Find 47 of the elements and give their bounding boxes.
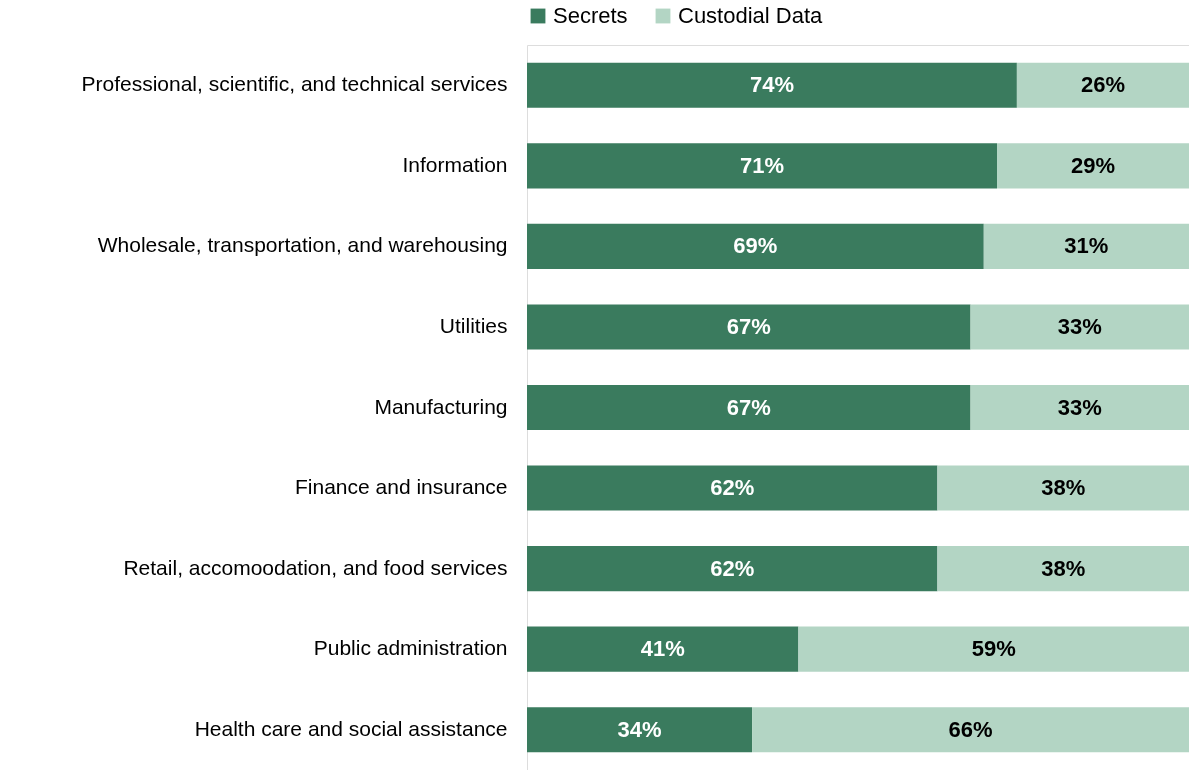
y-tick-label: Utilities — [439, 313, 508, 337]
y-tick-label: Retail, accomoodation, and food services — [123, 555, 508, 579]
data-label: 59% — [971, 636, 1016, 662]
bar — [752, 707, 1189, 753]
y-tick-label: Manufacturing — [374, 394, 508, 418]
data-label: 38% — [1041, 475, 1086, 501]
bar — [527, 465, 938, 511]
data-label: 66% — [948, 716, 993, 742]
y-tick-label: Finance and insurance — [295, 475, 508, 499]
data-label: 26% — [1080, 72, 1125, 98]
bar — [527, 626, 799, 672]
y-tick-label: Wholesale, transportation, and warehousing — [97, 233, 508, 257]
data-label: 34% — [617, 716, 662, 742]
bar — [983, 223, 1189, 269]
y-tick-label: Information — [402, 152, 508, 176]
data-label: 38% — [1041, 555, 1086, 581]
data-label: 67% — [726, 313, 771, 339]
bar — [527, 707, 753, 753]
y-tick-label: Public administration — [313, 636, 508, 660]
legend-label: Secrets — [553, 3, 628, 28]
data-label: 31% — [1064, 233, 1109, 259]
data-label: 33% — [1057, 313, 1102, 339]
bar — [527, 384, 971, 431]
data-label: 62% — [710, 555, 755, 581]
y-tick-label: Professional, scientific, and technical services — [81, 72, 508, 96]
bar — [1016, 62, 1189, 108]
bar — [937, 546, 1189, 592]
bar — [527, 223, 984, 269]
data-label: 62% — [710, 475, 755, 501]
data-label: 33% — [1057, 394, 1102, 420]
y-tick-label: Health care and social assistance — [194, 716, 508, 740]
data-label: 41% — [640, 636, 685, 662]
data-label: 67% — [726, 394, 771, 420]
bar — [970, 384, 1189, 431]
bar — [527, 546, 938, 592]
bar — [937, 465, 1189, 511]
bar — [798, 626, 1189, 672]
data-label: 74% — [749, 72, 794, 98]
bar — [997, 143, 1189, 189]
data-label: 69% — [733, 233, 778, 259]
bar — [970, 304, 1189, 350]
legend-label: Custodial Data — [678, 3, 824, 28]
bar — [527, 143, 998, 189]
bar — [527, 304, 971, 350]
data-label: 71% — [739, 152, 785, 178]
data-label: 29% — [1070, 152, 1116, 178]
bar — [527, 62, 1017, 108]
